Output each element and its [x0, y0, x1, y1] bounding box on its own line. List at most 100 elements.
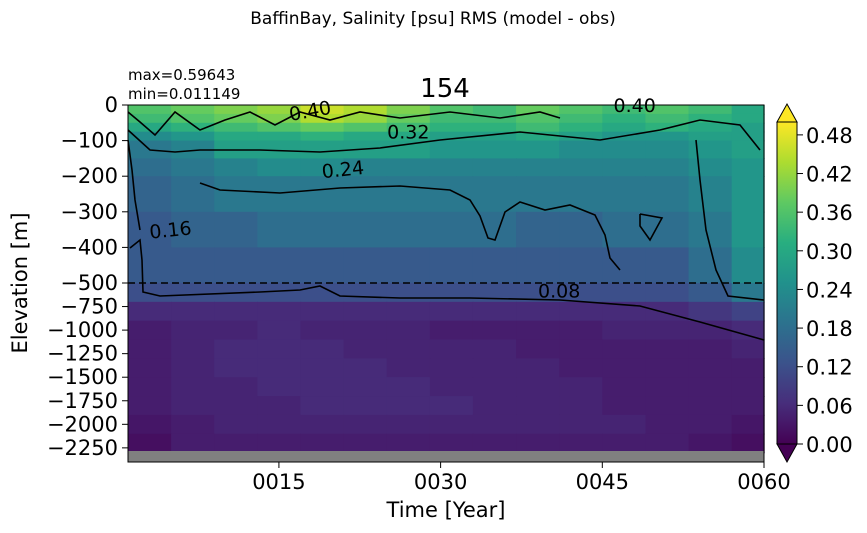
heatmap-cell [214, 105, 258, 115]
heatmap-cell [386, 433, 431, 454]
heatmap-cell [257, 105, 302, 115]
heatmap-cell [386, 283, 431, 303]
heatmap-cell [171, 247, 215, 284]
heatmap-cell [688, 113, 733, 124]
heatmap-cell [645, 140, 690, 159]
contour-lines [127, 110, 765, 341]
heatmap-cell [688, 131, 733, 142]
heatmap-cell [731, 158, 765, 177]
y-tick-label: −2000 [47, 412, 118, 436]
heatmap-cell [214, 320, 258, 341]
heatmap-cell [386, 176, 431, 213]
heatmap-cell [688, 211, 733, 248]
heatmap-cell [343, 339, 388, 359]
heatmap-cell [214, 358, 258, 378]
heatmap-cell [429, 113, 474, 124]
heatmap-cell [429, 105, 474, 115]
heatmap-cell [386, 301, 431, 322]
heatmap-cell [559, 414, 603, 435]
heatmap-cell [472, 433, 517, 454]
heatmap-cell [429, 211, 474, 248]
heatmap-cell [516, 140, 560, 159]
contour-line [127, 110, 561, 137]
heatmap-cell [257, 158, 302, 177]
heatmap-cell [472, 140, 517, 159]
colorbar-tick-label: 0.30 [806, 240, 853, 264]
heatmap-cell [688, 396, 733, 416]
heatmap-cell [214, 158, 258, 177]
heatmap-cell [300, 140, 345, 159]
heatmap-cell [214, 247, 258, 284]
heatmap-cell [386, 339, 431, 359]
heatmap-cell [257, 377, 302, 397]
heatmap-cell [559, 247, 603, 284]
heatmap-cell [602, 283, 647, 303]
heatmap-cell [472, 320, 517, 341]
heatmap-cell [386, 414, 431, 435]
contour-line [127, 119, 761, 153]
heatmap-cell [171, 105, 215, 115]
colorbar-tick-label: 0.12 [806, 356, 853, 380]
x-axis-label: Time [Year] [386, 498, 506, 522]
heatmap-cell [257, 396, 302, 416]
heatmap-cell [128, 131, 172, 142]
heatmap-cell [645, 113, 690, 124]
colorbar: 0.00 0.06 0.12 0.18 0.24 0.30 0.36 0.42 0.48 [776, 102, 853, 464]
heatmap-cell [559, 358, 603, 378]
heatmap-cell [257, 320, 302, 341]
heatmap-cell [602, 211, 647, 248]
heatmap-cell [171, 433, 215, 454]
heatmap-cell [386, 113, 431, 124]
heatmap-cell [300, 211, 345, 248]
heatmap-cell [559, 158, 603, 177]
heatmap-cell [645, 301, 690, 322]
heatmap-cell [214, 176, 258, 213]
heatmap-cell [731, 414, 765, 435]
heatmap-cell [731, 320, 765, 341]
x-tick-label: 0060 [737, 470, 790, 494]
heatmap-cell [171, 377, 215, 397]
heatmap-cell [171, 176, 215, 213]
y-tick-label: −1250 [47, 342, 118, 366]
heatmap-cell [128, 301, 172, 322]
heatmap-cell [731, 176, 765, 213]
heatmap-cell [688, 176, 733, 213]
heatmap-cell [688, 105, 733, 115]
y-tick-label: −1500 [47, 365, 118, 389]
heatmap-cell [516, 301, 560, 322]
chart-title: 154 [420, 74, 470, 104]
heatmap-cell [386, 247, 431, 284]
y-tick-label: −1750 [47, 389, 118, 413]
heatmap-cell [300, 247, 345, 284]
heatmap-cell [343, 396, 388, 416]
heatmap-cell [214, 414, 258, 435]
heatmap-cell [731, 113, 765, 124]
heatmap-cell [602, 433, 647, 454]
max-stat: max=0.59643 [128, 66, 235, 84]
heatmap-cell [731, 301, 765, 322]
heatmap-cell [171, 113, 215, 124]
heatmap-cell [128, 433, 172, 454]
heatmap-cell [472, 176, 517, 213]
heatmap-cell [731, 433, 765, 454]
heatmap-cell [472, 122, 517, 133]
heatmap-cell [300, 358, 345, 378]
heatmap-cell [731, 339, 765, 359]
heatmap-cell [602, 396, 647, 416]
colorbar-tick-label: 0.06 [806, 394, 853, 418]
heatmap-cell [602, 339, 647, 359]
heatmap-cell [516, 320, 560, 341]
heatmap-cell [472, 377, 517, 397]
heatmap-cell [300, 301, 345, 322]
heatmap-cell [429, 140, 474, 159]
heatmap-cell [128, 211, 172, 248]
heatmap-cell [386, 122, 431, 133]
heatmap-cell [300, 131, 345, 142]
heatmap-cell [645, 414, 690, 435]
heatmap-cell [602, 122, 647, 133]
heatmap-cell [343, 247, 388, 284]
heatmap-cell [516, 433, 560, 454]
heatmap-cell [171, 339, 215, 359]
heatmap-cell [645, 131, 690, 142]
heatmap-cell [516, 339, 560, 359]
